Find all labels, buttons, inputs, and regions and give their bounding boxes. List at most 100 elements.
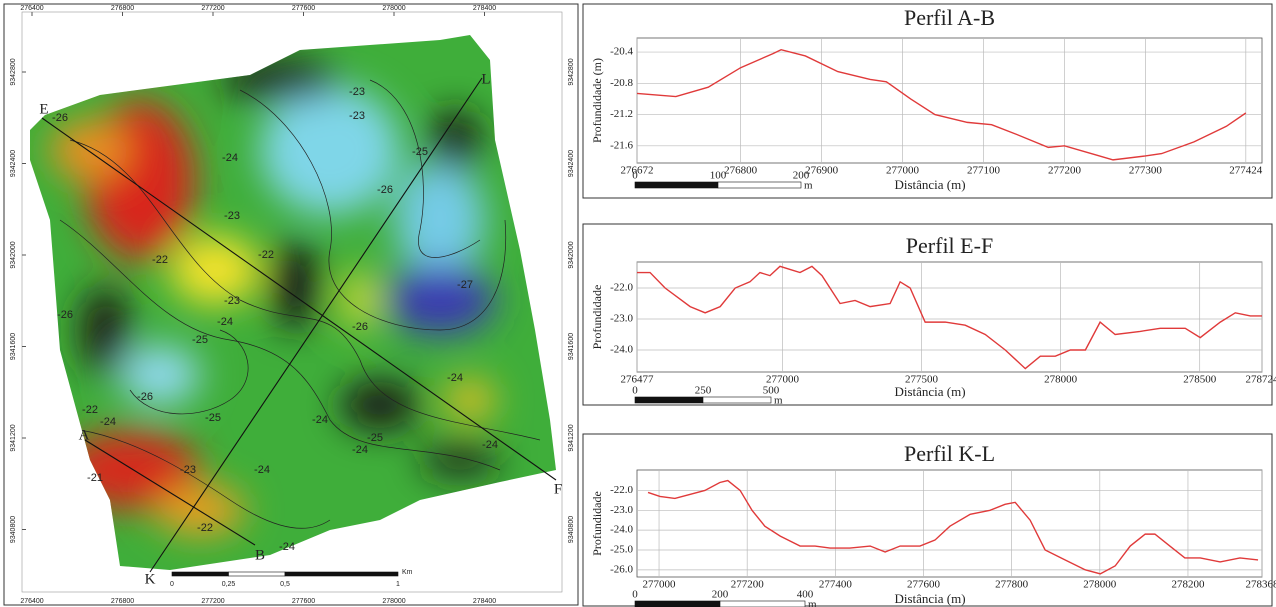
map-x-tick-label: 278000 [382,5,405,12]
contour-label: -26 [352,321,368,333]
x-axis-label: Distância (m) [894,177,965,192]
y-axis-label: Profundidade [590,491,604,556]
contour-label: -27 [457,279,473,291]
y-tick-label: -24.0 [610,524,633,536]
x-tick-label: 278368 [1246,579,1276,591]
scale-bar-label: 0,25 [222,581,236,588]
point-label: B [255,547,265,563]
x-tick-label: 277800 [995,579,1029,591]
y-tick-label: -24.0 [610,344,633,356]
x-tick-label: 277100 [967,165,1001,177]
y-tick-label: -20.8 [610,77,633,89]
scale-bar-unit: m [804,180,813,192]
contour-label: -26 [52,112,68,124]
y-tick-label: -22.0 [610,282,633,294]
scale-bar-segment [718,182,801,188]
y-axis-label: Profundidade [590,285,604,350]
map-x-tick-label: 277600 [292,5,315,12]
contour-label: -24 [482,439,498,451]
x-tick-label: 277200 [1048,165,1082,177]
scale-bar-segment [635,182,718,188]
map-x-tick-label: 276400 [20,5,43,12]
point-label: A [79,427,90,443]
scale-bar-unit: m [774,395,783,407]
contour-label: -24 [254,464,270,476]
map-y-tick-label: 9340800 [568,516,575,543]
map-y-tick-label: 9342000 [568,241,575,268]
map-x-tick-label: 278000 [382,598,405,605]
map-x-tick-label: 276800 [111,598,134,605]
x-tick-label: 277424 [1229,165,1263,177]
map-y-tick-label: 9340800 [10,516,17,543]
contour-label: -25 [192,334,208,346]
contour-label: -24 [447,372,463,384]
scale-bar-segment [285,572,398,576]
contour-label: -23 [224,295,240,307]
plot-area [637,470,1262,577]
scale-bar-segment [720,601,805,607]
scale-bar-segment [229,572,286,576]
point-label: F [554,481,562,497]
contour-label: -24 [217,316,233,328]
map-x-tick-label: 277200 [201,598,224,605]
x-tick-label: 276900 [805,165,839,177]
point-label: L [481,71,490,87]
contour-label: -23 [349,86,365,98]
x-tick-label: 278000 [1083,579,1117,591]
scale-bar-label: 200 [712,589,729,601]
map-y-tick-label: 9341600 [10,333,17,360]
scale-bar-unit: m [808,599,817,607]
plot-area [637,38,1262,163]
map-y-tick-label: 9342800 [568,58,575,85]
contour-label: -23 [224,210,240,222]
y-tick-label: -21.6 [610,139,633,151]
chart-title: Perfil E-F [906,233,993,258]
scale-bar-label: 0 [632,589,638,601]
scale-bar-segment [635,397,703,403]
contour-label: -26 [57,309,73,321]
scale-bar-unit: Km [402,569,413,576]
x-tick-label: 278200 [1171,579,1205,591]
y-tick-label: -26.0 [610,563,633,575]
x-axis-label: Distância (m) [894,591,965,606]
contour-label: -26 [137,391,153,403]
x-tick-label: 278500 [1183,374,1217,386]
scale-bar-segment [703,397,771,403]
map-y-tick-label: 9342800 [10,58,17,85]
scale-bar-label: 100 [710,170,727,182]
figure: 2764002764002768002768002772002772002776… [0,0,1276,607]
contour-label: -25 [367,432,383,444]
contour-label: -24 [222,152,238,164]
map-x-tick-label: 278400 [473,598,496,605]
contour-label: -22 [152,254,168,266]
map-y-tick-label: 9342400 [568,150,575,177]
map-y-tick-label: 9341600 [568,333,575,360]
x-axis-label: Distância (m) [894,384,965,399]
point-label: K [145,571,156,587]
scale-bar-label: 250 [695,385,712,397]
map-y-tick-label: 9341200 [10,424,17,451]
x-tick-label: 276800 [724,165,758,177]
contour-label: -25 [205,412,221,424]
chart-title: Perfil K-L [904,441,995,466]
contour-label: -24 [100,416,116,428]
scale-bar-label: 0 [632,385,638,397]
map-x-tick-label: 278400 [473,5,496,12]
y-axis-label: Profundidade (m) [590,58,604,143]
y-tick-label: -23.0 [610,313,633,325]
y-tick-label: -23.0 [610,504,633,516]
plot-area [637,262,1262,372]
map-x-tick-label: 277600 [292,598,315,605]
scale-bar-label: 0,5 [280,581,290,588]
scale-bar-segment [172,572,229,576]
scale-bar-label: 1 [396,581,400,588]
contour-label: -22 [197,522,213,534]
x-tick-label: 278000 [1044,374,1078,386]
y-tick-label: -22.0 [610,484,633,496]
contour-label: -25 [412,146,428,158]
x-tick-label: 277400 [819,579,853,591]
y-tick-label: -25.0 [610,544,633,556]
contour-label: -22 [82,404,98,416]
scale-bar-segment [635,601,720,607]
scale-bar-label: 0 [632,170,638,182]
